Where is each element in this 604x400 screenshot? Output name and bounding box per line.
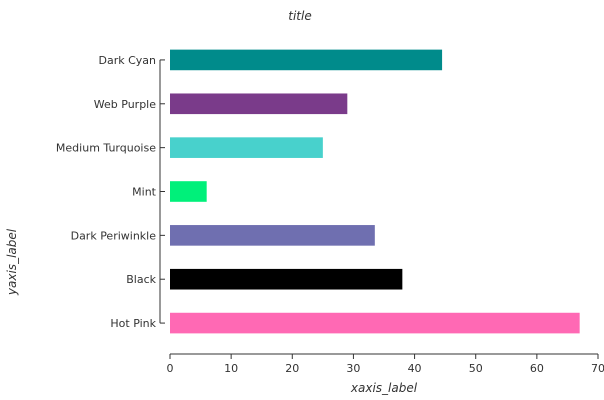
x-axis-label: xaxis_label [350,381,418,395]
bar-black [170,268,403,290]
x-tick-label: 20 [285,362,299,375]
bar-medium-turquoise [170,137,323,158]
x-tick-label: 70 [591,362,604,375]
x-tick-label: 0 [167,362,174,375]
bars-group [170,49,580,334]
y-ticks-group: Hot Pink Black Dark Periwinkle Mint Medium T… [56,54,165,330]
x-tick-label: 10 [224,362,238,375]
x-tick-label: 50 [469,362,483,375]
x-tick-label: 30 [346,362,360,375]
y-axis-label: yaxis_label [5,228,19,296]
bar-dark-cyan [170,49,443,71]
x-tick-label: 40 [408,362,422,375]
y-tick-label: Mint [132,186,157,199]
y-tick-label: Hot Pink [110,317,156,330]
y-tick-label: Medium Turquoise [56,142,156,155]
y-tick-label: Black [126,273,156,286]
bar-mint [170,181,207,202]
x-tick-label: 60 [530,362,544,375]
bar-hot-pink [170,312,580,334]
y-tick-label: Dark Cyan [98,54,156,67]
chart-title: title [288,9,311,23]
bar-web-purple [170,93,348,115]
y-tick-label: Dark Periwinkle [71,229,157,242]
bar-dark-periwinkle [170,225,375,246]
x-ticks-group: 0 10 20 30 40 50 60 70 [167,354,604,375]
y-tick-label: Web Purple [94,98,156,111]
